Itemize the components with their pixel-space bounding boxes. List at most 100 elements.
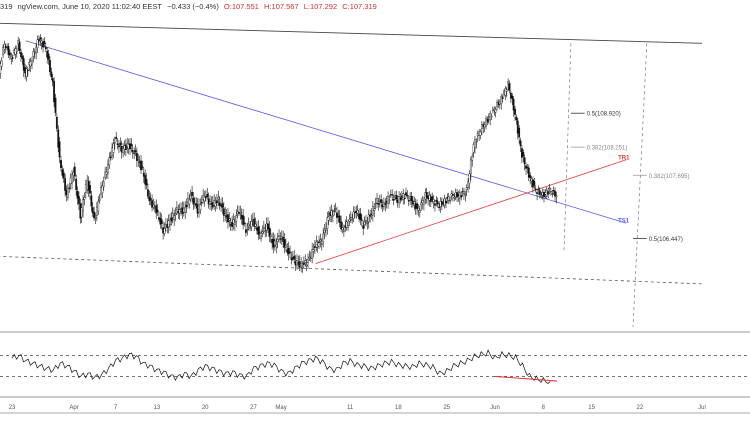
candle-body (58, 141, 61, 158)
candle-body (507, 81, 510, 85)
candle-body (356, 210, 359, 214)
x-tick-label: 25 (443, 405, 450, 411)
candle-body (304, 260, 307, 263)
candle-body (268, 227, 271, 237)
candle-body (51, 78, 54, 82)
candle-body (301, 266, 304, 269)
candle-body (246, 229, 249, 231)
candle-body (540, 195, 543, 197)
candle-body (191, 192, 193, 196)
fib-level-label: 0.5(108.920) (587, 112, 621, 118)
candle-body (218, 202, 221, 207)
x-tick-label: 13 (154, 405, 161, 411)
candle-body (20, 51, 22, 57)
candle-body (224, 213, 227, 216)
candle-body (71, 174, 73, 184)
candle-body (407, 200, 410, 202)
candle-body (527, 167, 530, 178)
candle-body (94, 217, 97, 219)
x-tick-label: 8 (542, 405, 546, 411)
candle-body (36, 39, 39, 48)
candle-body (104, 171, 107, 178)
candle-body (403, 197, 406, 200)
candle-body (233, 222, 236, 225)
candle-body (89, 185, 91, 194)
candle-body (420, 202, 423, 206)
candle-body (438, 206, 441, 209)
candle-body (221, 203, 224, 208)
candle-body (227, 214, 229, 223)
candle-body (253, 218, 256, 227)
trendline-tag: TS1 (618, 219, 630, 225)
candle-body (534, 188, 537, 190)
candle-body (95, 206, 98, 216)
x-tick-label: May (275, 405, 286, 411)
candle-body (116, 143, 119, 145)
candle-body (367, 214, 370, 223)
candle-body (425, 192, 428, 198)
candle-body (509, 92, 512, 99)
candle-body (160, 219, 163, 224)
candle-body (217, 197, 220, 200)
candle-body (555, 195, 558, 198)
candle-body (552, 189, 555, 192)
candle-body (112, 143, 115, 153)
candle-body (43, 41, 46, 44)
x-tick-label: 18 (395, 405, 402, 411)
candle-body (501, 96, 504, 100)
candle-body (494, 109, 497, 113)
candle-body (285, 244, 287, 248)
candle-body (352, 211, 355, 219)
candle-body (514, 108, 516, 115)
candle-body (35, 46, 38, 54)
candle-body (333, 210, 336, 212)
candle-body (66, 187, 69, 198)
candle-body (349, 216, 352, 219)
candle-body (273, 240, 276, 246)
candle-body (141, 166, 144, 168)
candle-body (171, 213, 174, 218)
low-value: L:107.292 (303, 2, 338, 11)
candle-body (308, 256, 311, 259)
candle-body (188, 199, 191, 205)
candle-body (54, 97, 57, 113)
candle-body (523, 157, 526, 164)
candle-body (152, 204, 155, 208)
candle-body (508, 82, 511, 91)
candle-body (471, 155, 474, 161)
candle-body (486, 118, 489, 123)
x-tick-label: 27 (250, 405, 257, 411)
candle-body (134, 150, 137, 153)
candle-body (452, 193, 454, 196)
candle-body (82, 199, 84, 212)
candle-body (0, 63, 2, 75)
divergence-line (494, 375, 558, 382)
data-source: ngView.com, June 10, 2020 11:02:40 EEST (17, 2, 163, 11)
candle-body (293, 255, 296, 260)
candle-body (504, 88, 507, 96)
candle-body (38, 39, 40, 42)
candle-body (91, 207, 94, 214)
candle-body (130, 143, 133, 146)
oscillator-line (11, 349, 551, 384)
candle-body (105, 171, 108, 175)
candle-body (436, 201, 439, 205)
candle-body (42, 41, 44, 48)
candle-body (522, 151, 525, 157)
candle-body (549, 191, 552, 193)
candle-body (380, 199, 383, 204)
candle-body (203, 197, 206, 202)
candle-body (547, 191, 550, 195)
candle-body (101, 185, 104, 193)
trendline-tag: TR1 (618, 155, 630, 161)
candle-body (395, 195, 398, 200)
candle-body (289, 251, 291, 253)
candle-body (68, 187, 71, 189)
candle-body (359, 213, 362, 221)
candle-body (235, 215, 238, 222)
fib-level-label: 0.382(107.695) (649, 174, 690, 180)
projection-line-1 (632, 43, 648, 327)
candle-body (9, 52, 11, 56)
candle-body (363, 221, 366, 225)
